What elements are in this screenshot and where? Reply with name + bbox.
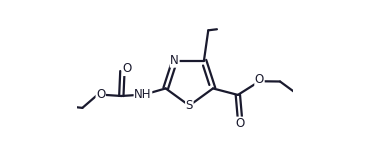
Text: O: O bbox=[122, 62, 132, 75]
Text: S: S bbox=[186, 99, 193, 112]
Text: O: O bbox=[96, 88, 105, 101]
Text: O: O bbox=[255, 73, 264, 86]
Text: O: O bbox=[235, 117, 245, 130]
Text: N: N bbox=[170, 54, 179, 67]
Text: NH: NH bbox=[134, 88, 152, 101]
